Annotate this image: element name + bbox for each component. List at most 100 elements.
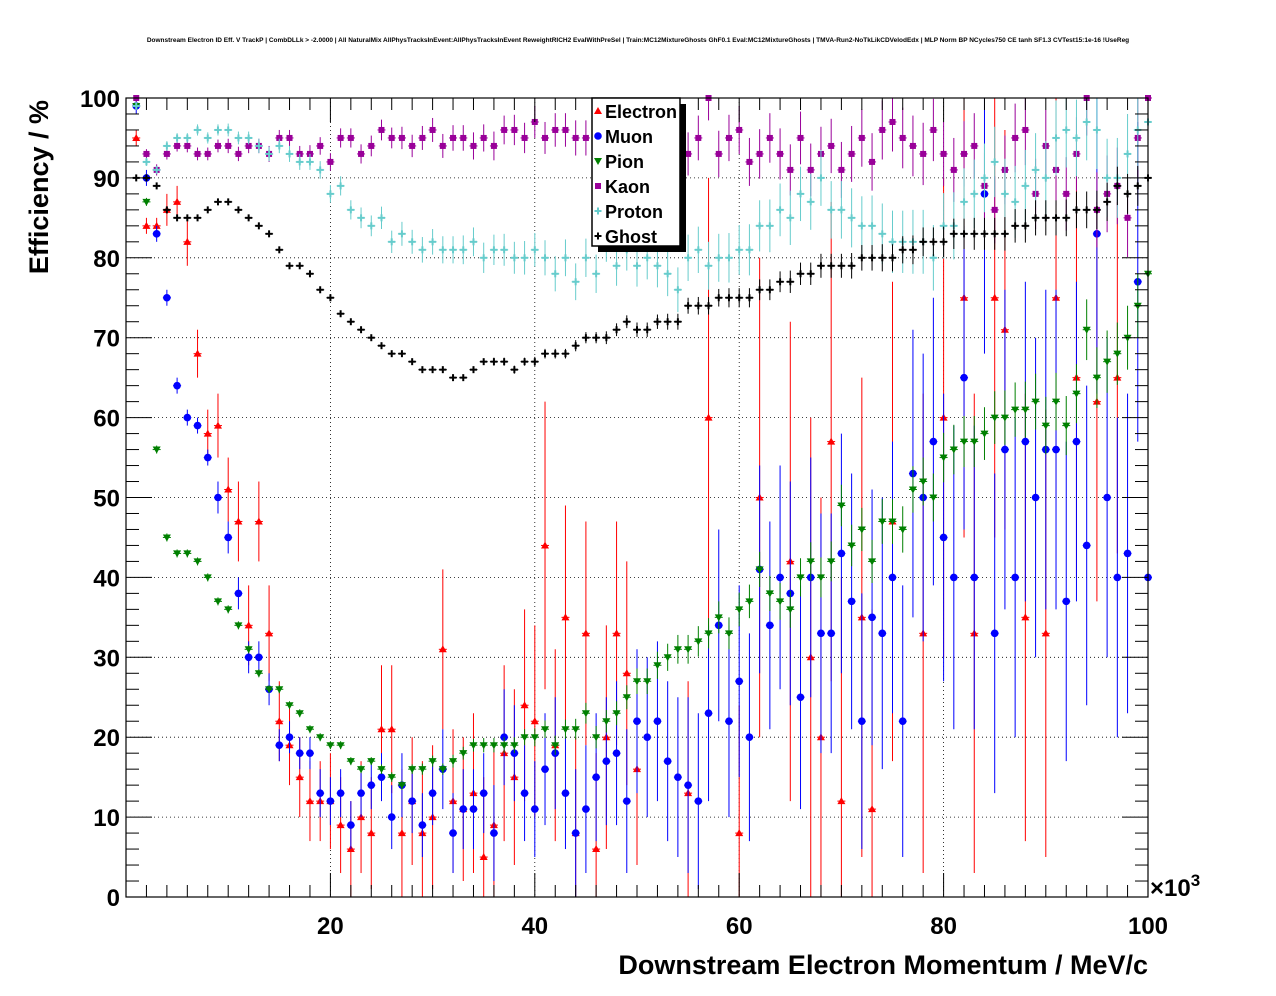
ghost-point [1124,190,1132,198]
kaon-point [327,158,334,165]
muon-series [132,98,1152,897]
electron-point [234,517,243,525]
tick-labels: 0 10 20 30 40 50 60 70 80 90 100 20 40 60 80 100 [80,86,1168,940]
proton-point [551,270,559,278]
kaon-point [1063,190,1070,197]
muon-point [531,805,539,813]
pion-point [449,758,458,766]
ghost-point [592,334,600,342]
proton-point [674,286,682,294]
pion-point [428,758,437,766]
kaon-point [225,142,232,149]
proton-point [756,222,764,230]
muon-point [878,629,887,638]
muon-point [1052,445,1060,454]
proton-point [653,262,661,270]
proton-point [572,278,580,286]
muon-point [633,717,641,726]
pion-point [142,198,151,206]
muon-point [326,797,335,805]
pion-point [551,742,560,750]
proton-point [449,246,457,254]
pion-point [755,566,764,574]
muon-point [469,805,478,813]
muon-point [663,757,672,765]
muon-point [224,533,232,542]
pion-point [745,598,754,606]
ghost-point [510,366,518,374]
kaon-point [828,142,835,149]
proton-point [1093,126,1101,134]
muon-point [817,629,825,638]
electron-point [295,773,304,781]
kaon-point [204,150,211,157]
ghost-point [827,262,835,270]
kaon-point [869,158,876,165]
pion-point [213,598,222,606]
kaon-point [879,126,886,133]
kaon-point [317,142,324,149]
pion-point [561,726,570,734]
ghost-point [531,358,539,366]
ghost-point [286,262,294,270]
proton-point [1072,134,1080,142]
legend-label-proton: Proton [605,202,663,222]
proton-point [1021,182,1029,190]
x-tick-label: 40 [521,913,548,940]
kaon-point [490,142,497,149]
electron-point [132,133,141,141]
pion-point [305,726,314,734]
ghost-point [296,262,304,270]
kaon-point [848,150,855,157]
kaon-point [746,158,753,165]
pion-point [581,710,590,718]
electron-point [592,845,601,853]
proton-point [490,246,498,254]
proton-point [469,238,477,246]
ghost-point [459,374,467,382]
ghost-point [541,350,549,358]
pion-point [357,766,366,774]
proton-point [745,246,753,254]
pion-point [786,606,795,614]
proton-point [786,214,794,222]
ghost-point [153,182,161,190]
pion-point [735,606,744,614]
y-tick-label: 20 [93,725,120,752]
proton-point [1042,174,1050,182]
proton-point [582,254,590,262]
proton-point [459,246,467,254]
legend-item-proton: Proton [594,202,663,222]
proton-point [817,174,825,182]
proton-point [1032,166,1040,174]
ghost-point [878,254,886,262]
pion-point [510,742,519,750]
kaon-point [347,134,354,141]
proton-point [991,158,999,166]
pion-point [704,630,713,638]
electron-point [479,853,488,861]
pion-point [908,486,917,494]
ghost-point [480,358,488,366]
kaon-point [920,150,927,157]
kaon-point [756,150,763,157]
pion-point [898,526,907,534]
pion-point [714,614,723,622]
muon-point [725,717,733,726]
ghost-point [173,214,181,222]
kaon-point [1022,126,1029,133]
pion-point [1113,350,1122,358]
proton-point [705,262,713,270]
proton-point [204,134,212,142]
y-tick-label: 80 [93,246,120,273]
proton-point [970,190,978,198]
proton-point [245,134,253,142]
muon-point [214,493,222,502]
muon-point [827,629,835,638]
kaon-point [725,134,732,141]
proton-point [878,230,886,238]
proton-point [234,134,242,142]
proton-point [429,238,437,246]
proton-point [1011,198,1019,206]
muon-point [970,573,979,582]
